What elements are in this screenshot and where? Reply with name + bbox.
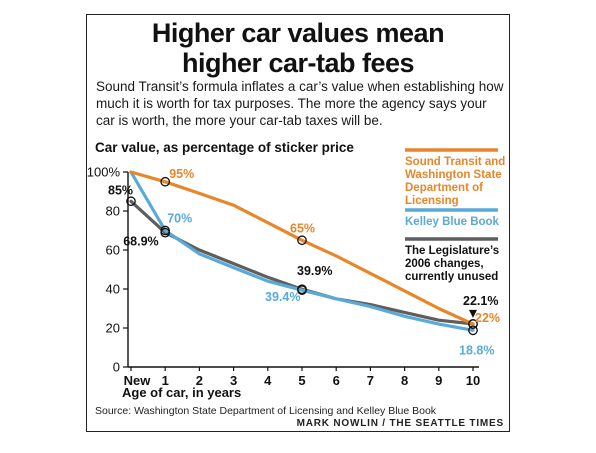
legend-label-line: The Legislature’s [405,245,499,257]
legend-label: The Legislature’s 2006 changes, currently … [405,245,499,283]
y-tick-label: 60 [106,243,120,258]
data-point-marker [468,325,478,336]
sound-transit-line [129,170,475,326]
legend: Sound Transit and Washington State Departm… [405,148,505,283]
chart-frame [86,14,510,432]
x-axis-label: Age of car, in years [122,385,241,400]
data-label: 39.9% [297,264,332,278]
y-tick-label: 0 [113,360,120,375]
data-point-marker [126,196,136,207]
legend-label: Sound Transit and Washington State Departm… [405,156,505,207]
intro-text: Sound Transit’s formula inflates a car’s… [96,79,504,128]
data-label: 22% [475,311,500,325]
data-label: 85% [108,183,133,197]
data-point-marker [160,176,171,187]
series-lines [129,170,475,332]
legend-label-line: Licensing [405,195,459,207]
chart-title-line1: Higher car values mean [151,18,445,48]
x-tick-label: 10 [466,373,480,388]
data-point-marker [160,227,171,238]
x-tick-label: 3 [230,373,237,388]
x-tick-label: 6 [333,373,340,388]
x-tick-label: 8 [401,373,408,388]
y-tick-label: 40 [106,282,120,297]
x-tick-label: 4 [264,373,272,388]
legend-label-line: Department of [405,182,483,194]
source-note: Source: Washington State Department of L… [95,405,437,417]
x-tick-label: 2 [196,373,203,388]
x-tick-label: 7 [367,373,374,388]
data-label: 18.8% [459,343,494,357]
credit-line: MARK NOWLIN / THE SEATTLE TIMES [296,418,504,429]
data-point-marker [297,284,307,295]
y-tick-label: 100% [87,165,121,180]
data-label: 70% [167,212,192,226]
data-label: 22.1% [463,294,498,308]
kelley-blue-book-line [129,170,475,332]
y-tick-label: 80 [106,204,120,219]
chart-title-line2: higher car-tab fees [181,48,415,78]
legend-label-line: Washington State [405,169,502,181]
legend-label-line: Kelley Blue Book [405,216,500,228]
data-labels: 95% 65% 22% 70% 39.4% 18.8% 85% 68.9% 39.9% 22.1% [108,167,500,358]
y-tick-label: 20 [106,321,120,336]
pointer-arrow [469,309,477,318]
data-label: 39.4% [265,290,300,304]
x-tick-label: New [124,373,152,388]
y-axis-label: Car value, as percentage of sticker pric… [95,140,354,155]
legend-label-line: Sound Transit and [405,156,505,168]
data-label: 68.9% [123,235,158,249]
legend-label: Kelley Blue Book [405,216,500,228]
x-tick-label: 9 [435,373,442,388]
legend-label-line: 2006 changes, [405,258,484,270]
x-tick-label: 1 [162,373,169,388]
x-tick-label: 5 [298,373,305,388]
data-label: 95% [169,167,194,181]
data-label: 65% [290,221,315,235]
data-markers [126,176,478,336]
data-point-marker [297,235,307,246]
data-point-marker [468,319,478,329]
legend-label-line: currently unused [405,271,498,283]
